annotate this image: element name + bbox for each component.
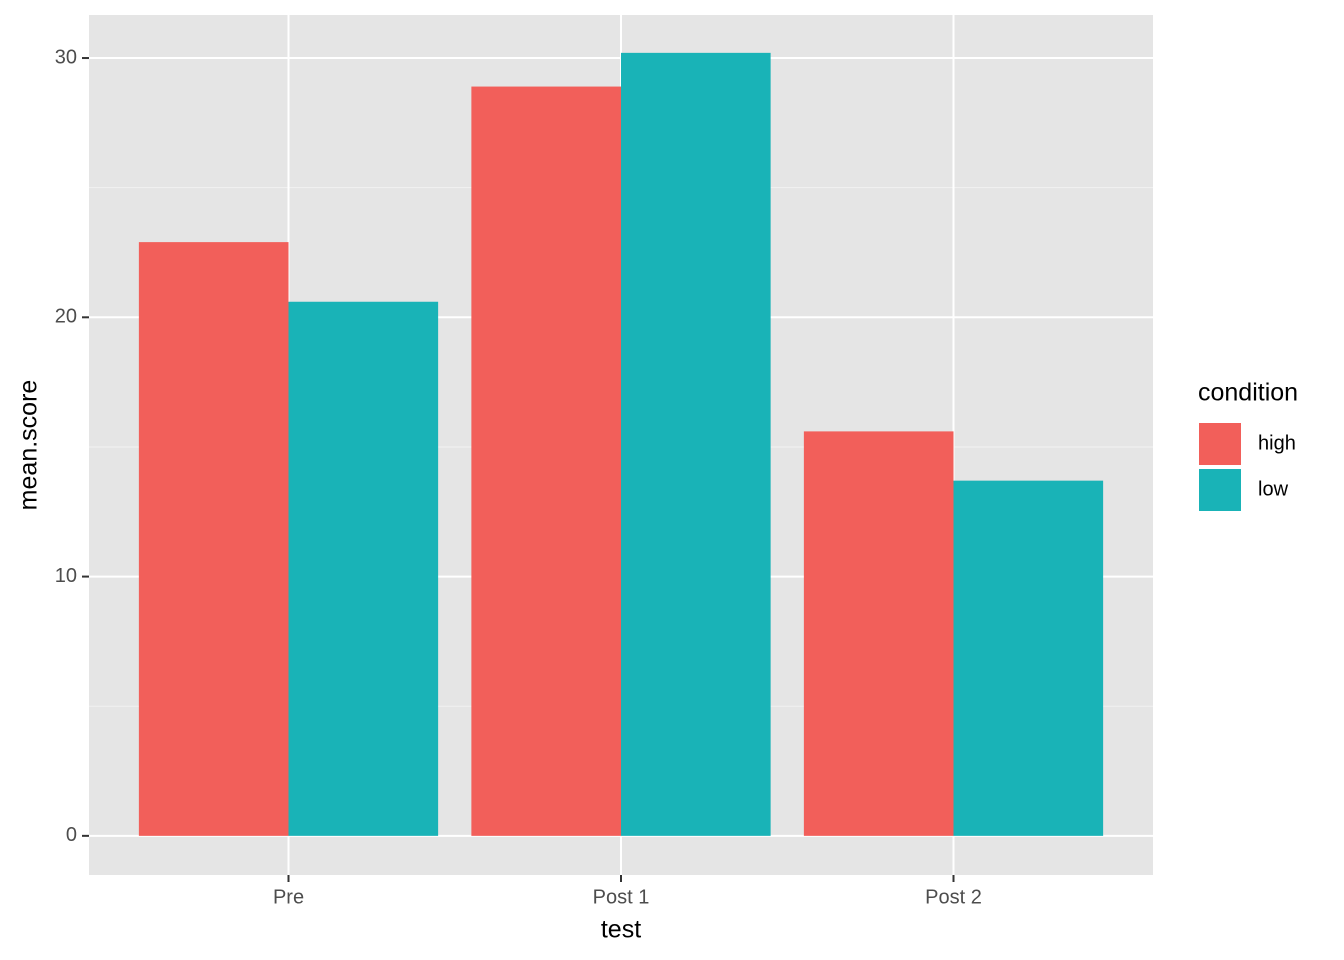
bar — [953, 480, 1104, 836]
y-tick-label: 20 — [55, 306, 77, 328]
bar — [471, 86, 621, 836]
y-tick-label: 10 — [55, 565, 77, 587]
x-axis-title: test — [601, 916, 641, 944]
bar — [803, 431, 954, 836]
legend-key — [1197, 467, 1243, 513]
legend-title: condition — [1198, 379, 1298, 407]
axes: 0 10 20 30 Pre Post 1 Post 2 — [55, 46, 982, 908]
y-tick-label: 0 — [66, 824, 77, 846]
y-tick-label: 30 — [55, 46, 77, 68]
x-tick-label: Pre — [273, 886, 304, 908]
legend: high low — [1197, 421, 1296, 513]
x-tick-label: Post 1 — [593, 886, 650, 908]
y-axis-title: mean.score — [15, 380, 43, 511]
x-tick-label: Post 2 — [925, 886, 982, 908]
bars — [138, 52, 1104, 836]
legend-label: high — [1258, 432, 1296, 454]
legend-key — [1197, 421, 1243, 467]
bar — [288, 301, 439, 836]
bar — [621, 52, 771, 836]
legend-label: low — [1258, 478, 1289, 500]
bar — [138, 242, 289, 836]
